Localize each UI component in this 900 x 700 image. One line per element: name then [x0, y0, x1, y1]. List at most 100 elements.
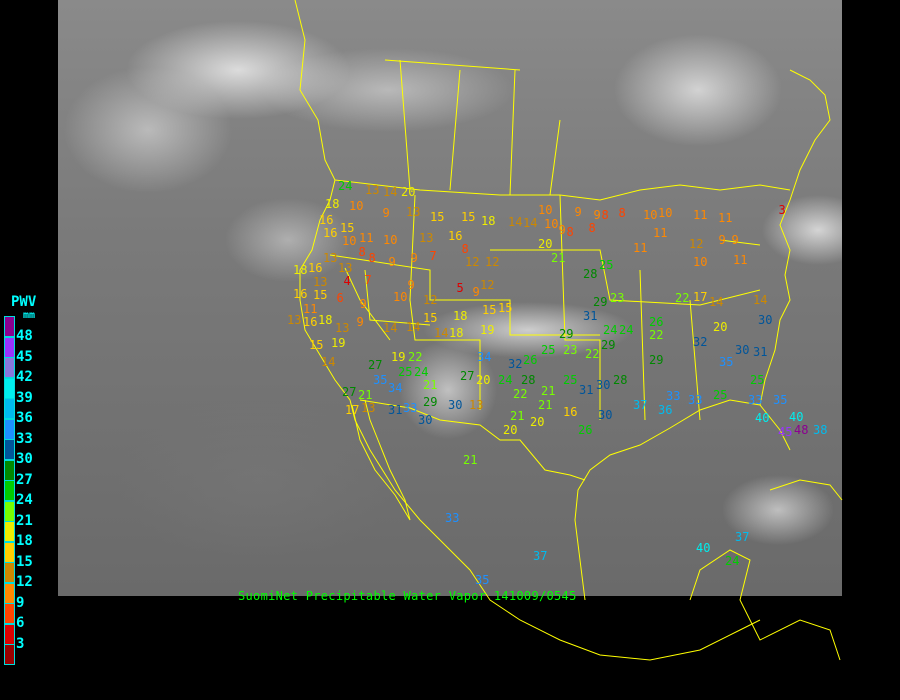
station-pwv-value: 11 — [359, 231, 374, 245]
legend-swatch — [4, 562, 15, 583]
legend-tick-label: 42 — [16, 369, 33, 385]
station-pwv-value: 22 — [675, 291, 690, 305]
station-pwv-value: 35 — [719, 355, 734, 369]
station-pwv-value: 10 — [383, 233, 398, 247]
station-pwv-value: 21 — [538, 398, 553, 412]
state-line — [329, 254, 600, 336]
legend-tick-label: 39 — [16, 389, 33, 406]
station-pwv-value: 11 — [693, 208, 708, 222]
station-pwv-value: 18 — [293, 263, 308, 277]
legend-swatch — [4, 521, 15, 542]
station-pwv-value: 30 — [596, 378, 611, 392]
station-pwv-value: 45 — [778, 425, 793, 439]
legend-swatch — [4, 459, 15, 481]
west-coastline — [294, 0, 761, 661]
legend-tick-label: 6 — [16, 615, 25, 631]
station-pwv-value: 17 — [345, 403, 360, 417]
legend-swatch — [4, 644, 15, 665]
station-pwv-value: 31 — [753, 345, 768, 359]
station-pwv-value: 10 — [658, 206, 673, 220]
station-pwv-value: 10 — [393, 290, 408, 304]
station-pwv-value: 20 — [538, 237, 553, 251]
station-pwv-value: 18 — [481, 214, 496, 228]
station-pwv-value: 9 — [731, 233, 739, 247]
station-pwv-value: 21 — [551, 251, 566, 265]
station-pwv-value: 8 — [358, 245, 366, 259]
station-pwv-value: 33 — [445, 511, 460, 525]
station-pwv-value: 32 — [693, 335, 708, 349]
station-pwv-value: 11 — [718, 211, 733, 225]
station-pwv-value: 26 — [649, 315, 664, 329]
station-pwv-value: 8 — [601, 208, 609, 222]
station-pwv-value: 13 — [419, 231, 434, 245]
station-pwv-value: 25 — [750, 373, 765, 387]
legend-swatch — [4, 541, 15, 563]
station-pwv-value: 24 — [603, 323, 618, 337]
station-pwv-value: 4 — [343, 274, 351, 288]
station-pwv-value: 34 — [388, 381, 403, 395]
legend-swatch — [4, 500, 15, 522]
legend-tick-label: 33 — [16, 430, 33, 447]
east-coastline — [759, 69, 831, 406]
legend-swatch — [4, 418, 15, 440]
station-pwv-value: 13 — [287, 313, 302, 327]
station-pwv-value: 27 — [342, 385, 357, 399]
station-pwv-value: 25 — [563, 373, 578, 387]
station-pwv-value: 32 — [508, 357, 523, 371]
station-pwv-value: 38 — [813, 423, 828, 437]
legend-tick-label: 18 — [16, 533, 33, 549]
legend-tick-label: 12 — [16, 574, 33, 590]
station-pwv-value: 10 — [349, 199, 364, 213]
station-pwv-value: 20 — [503, 423, 518, 437]
station-pwv-value: 12 — [480, 278, 495, 292]
legend-tick-label: 48 — [16, 328, 33, 344]
station-pwv-value: 19 — [391, 350, 406, 364]
station-pwv-value: 11 — [633, 241, 648, 255]
station-pwv-value: 15 — [423, 311, 438, 325]
station-pwv-value: 35 — [475, 573, 490, 587]
state-line — [490, 249, 761, 306]
legend-swatch — [4, 623, 15, 645]
station-pwv-value: 23 — [563, 343, 578, 357]
station-pwv-value: 12 — [485, 255, 500, 269]
legend-tick-label: 9 — [16, 594, 25, 611]
station-pwv-value: 27 — [368, 358, 383, 372]
legend-swatch — [4, 582, 15, 604]
legend-swatch — [4, 480, 15, 501]
station-pwv-value: 33 — [748, 393, 763, 407]
station-pwv-value: 21 — [541, 384, 556, 398]
station-pwv-value: 26 — [523, 353, 538, 367]
station-pwv-value: 31 — [583, 309, 598, 323]
state-line — [639, 239, 761, 421]
station-pwv-value: 10 — [693, 255, 708, 269]
station-pwv-value: 13 — [406, 205, 421, 219]
station-pwv-value: 22 — [585, 347, 600, 361]
station-pwv-value: 14 — [709, 295, 724, 309]
station-pwv-value: 12 — [423, 293, 438, 307]
province-lines — [384, 59, 561, 196]
station-pwv-value: 30 — [448, 398, 463, 412]
station-pwv-value: 16 — [319, 213, 334, 227]
station-pwv-value: 9 — [359, 297, 367, 311]
station-pwv-value: 10 — [342, 234, 357, 248]
legend-tick-label: 3 — [16, 635, 25, 652]
state-line — [409, 194, 481, 410]
station-pwv-value: 14 — [406, 320, 421, 334]
station-pwv-value: 6 — [336, 291, 344, 305]
station-pwv-value: 37 — [633, 398, 648, 412]
station-pwv-value: 37 — [735, 530, 750, 544]
station-pwv-value: 25 — [398, 365, 413, 379]
station-pwv-value: 20 — [401, 185, 416, 199]
station-pwv-value: 10 — [643, 208, 658, 222]
station-pwv-value: 12 — [689, 237, 704, 251]
station-pwv-value: 14 — [321, 355, 336, 369]
station-pwv-value: 16 — [323, 226, 338, 240]
station-pwv-value: 7 — [429, 249, 437, 263]
legend-swatch — [4, 357, 15, 378]
station-pwv-value: 11 — [303, 302, 318, 316]
legend-swatch — [4, 439, 15, 460]
station-pwv-value: 11 — [733, 253, 748, 267]
legend-title: PWV — [11, 294, 37, 310]
station-pwv-value: 30 — [418, 413, 433, 427]
